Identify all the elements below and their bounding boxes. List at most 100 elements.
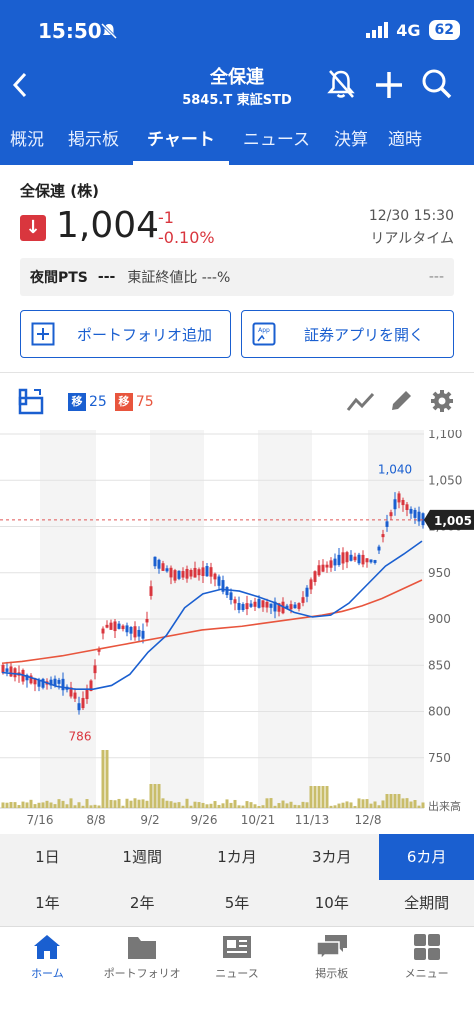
volume-bar — [417, 805, 421, 808]
volume-bar — [61, 800, 65, 808]
candle-body — [413, 509, 417, 518]
candle-body — [345, 552, 349, 563]
tab-earnings[interactable]: 決算 — [334, 130, 368, 150]
volume-bar — [413, 799, 417, 808]
nav-menu-label: メニュー — [404, 967, 449, 980]
add-icon[interactable] — [374, 70, 404, 100]
notification-off-icon[interactable] — [326, 68, 356, 100]
period-row1-3[interactable]: 3カ月 — [312, 848, 352, 866]
candle-body — [313, 571, 317, 582]
period-row1-4[interactable]: 6カ月 — [379, 834, 474, 880]
nav-board[interactable]: 掲示板 — [284, 927, 379, 1024]
volume-bar — [381, 800, 385, 808]
ma75-line — [1, 579, 423, 665]
candle-body — [33, 678, 37, 685]
period-row2-2[interactable]: 5年 — [224, 894, 250, 912]
price-change: -1 — [158, 208, 174, 227]
search-icon[interactable] — [421, 68, 453, 100]
candle-body — [169, 567, 173, 578]
add-portfolio-label: ポートフォリオ追加 — [77, 325, 213, 344]
volume-bar — [393, 794, 397, 808]
candle-body — [357, 554, 361, 564]
period-row1-1[interactable]: 1週間 — [122, 848, 162, 866]
volume-bar — [25, 802, 29, 808]
volume-bar — [21, 801, 25, 808]
volume-bar — [165, 800, 169, 808]
candle-body — [105, 624, 109, 628]
candle-body — [257, 598, 261, 608]
x-tick-label: 8/8 — [86, 813, 105, 827]
volume-bar — [269, 798, 273, 808]
volume-bar — [265, 798, 269, 808]
volume-bar — [229, 802, 233, 808]
svg-text:App: App — [258, 327, 270, 334]
tab-news[interactable]: ニュース — [242, 130, 310, 150]
gear-icon[interactable] — [430, 389, 454, 413]
ma25-line — [1, 540, 423, 690]
chart-toolbar: 移 25 移 75 — [0, 372, 474, 430]
candle-body — [97, 648, 101, 652]
volume-bar — [369, 803, 373, 808]
candle-body — [361, 554, 365, 565]
add-portfolio-button[interactable]: ポートフォリオ追加 — [20, 310, 231, 358]
rotate-screen-icon[interactable] — [16, 388, 46, 416]
candle-body — [317, 565, 321, 576]
nav-menu[interactable]: メニュー — [379, 927, 474, 1024]
tab-overview[interactable]: 概況 — [10, 130, 44, 150]
candle-body — [241, 604, 245, 611]
volume-bar — [13, 802, 17, 808]
volume-bar — [133, 798, 137, 808]
candle-body — [53, 678, 57, 686]
candle-body — [321, 564, 325, 572]
nav-portfolio[interactable]: ポートフォリオ — [95, 927, 190, 1024]
price-chart[interactable]: 1,1001,0501,0009509008508007507/168/89/2… — [0, 430, 474, 834]
volume-bar — [145, 800, 149, 808]
candle-body — [341, 552, 345, 564]
tab-board[interactable]: 掲示板 — [68, 130, 119, 150]
ma25-badge: 移 — [68, 393, 86, 411]
volume-bar — [317, 786, 321, 808]
volume-bar — [353, 805, 357, 808]
nav-home[interactable]: ホーム — [0, 927, 95, 1024]
candle-body — [77, 703, 81, 711]
pts-value: --- — [97, 269, 116, 285]
candle-body — [49, 679, 53, 686]
volume-bar — [397, 794, 401, 808]
y-tick-label: 800 — [428, 705, 451, 719]
nav-news[interactable]: ニュース — [190, 927, 285, 1024]
line-chart-icon[interactable] — [346, 390, 376, 414]
back-icon[interactable] — [12, 72, 28, 98]
volume-bar — [341, 802, 345, 808]
pencil-icon[interactable] — [389, 389, 413, 413]
candle-body — [285, 605, 289, 609]
volume-bar — [9, 802, 13, 808]
tab-disclosure[interactable]: 適時 — [388, 130, 422, 150]
y-tick-label: 850 — [428, 658, 451, 672]
candle-body — [421, 513, 425, 526]
period-row2-0[interactable]: 1年 — [35, 894, 60, 912]
low-annotation: 786 — [69, 729, 92, 743]
tab-chart[interactable]: チャート — [133, 120, 229, 165]
candle-body — [337, 554, 341, 566]
volume-bar — [237, 805, 241, 808]
period-row2-1[interactable]: 2年 — [129, 894, 155, 912]
bottom-nav: ホーム ポートフォリオ ニュース 掲示板 メニュー — [0, 926, 474, 1024]
period-row1-2[interactable]: 1カ月 — [217, 848, 257, 866]
candle-body — [41, 678, 45, 688]
volume-bar — [125, 798, 129, 808]
period-row2-3[interactable]: 10年 — [314, 894, 349, 912]
candle-body — [333, 558, 337, 566]
candle-body — [129, 626, 133, 634]
volume-bar — [137, 799, 141, 808]
period-row1-0[interactable]: 1日 — [35, 848, 60, 866]
period-row2-4[interactable]: 全期間 — [404, 894, 450, 912]
candle-body — [373, 560, 377, 563]
period-selector: 1日 1週間 1カ月 3カ月 6カ月 1年 2年 5年 10年 全期間 — [0, 834, 474, 926]
volume-bar — [197, 802, 201, 808]
candle-body — [289, 604, 293, 610]
ma-legend[interactable]: 移 25 移 75 — [68, 393, 154, 411]
open-securities-app-button[interactable]: App 証券アプリを開く — [241, 310, 454, 358]
pts-right: --- — [428, 269, 444, 285]
candle-body — [393, 499, 397, 510]
candle-body — [209, 567, 213, 577]
